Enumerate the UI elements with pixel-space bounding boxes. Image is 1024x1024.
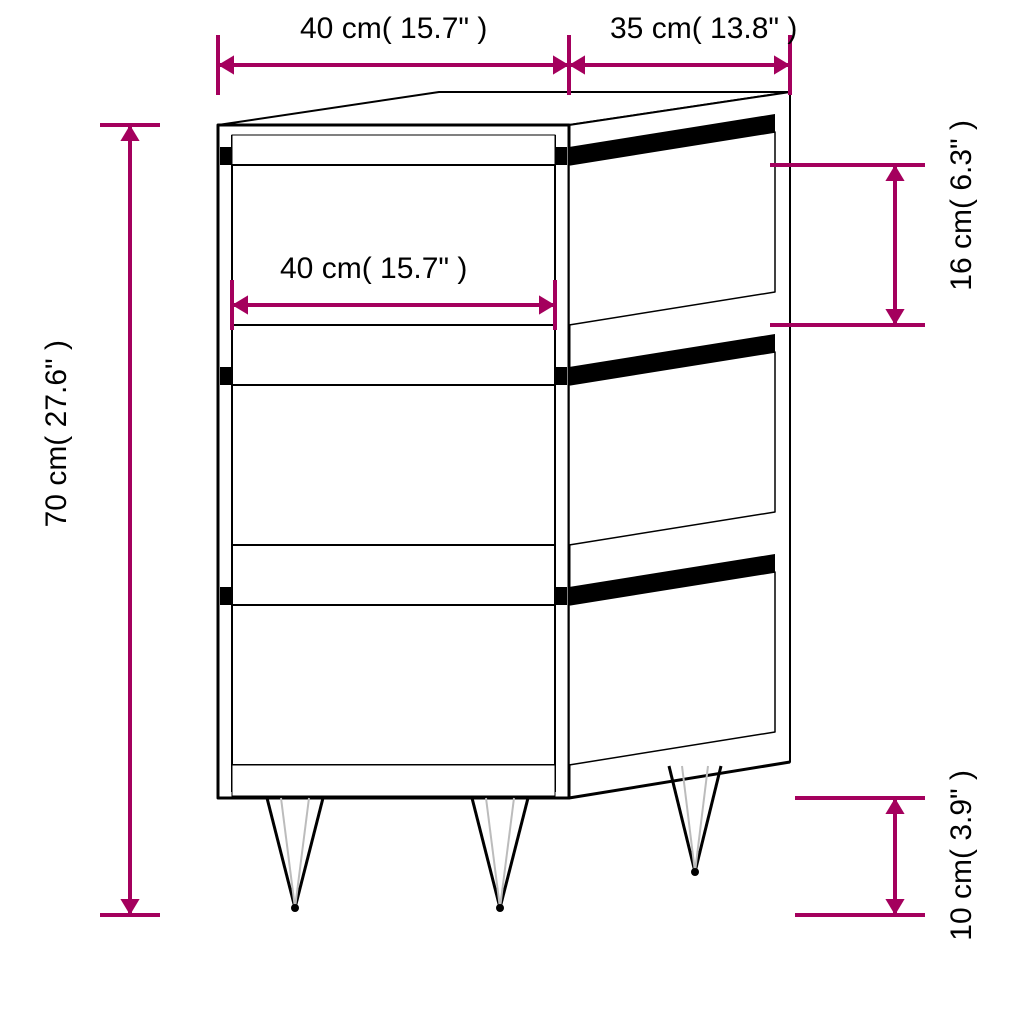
- label-height: 70 cm( 27.6" ): [40, 340, 74, 527]
- label-leg-height: 10 cm( 3.9" ): [945, 770, 979, 941]
- label-drawer-width: 40 cm( 15.7" ): [280, 252, 467, 286]
- label-width: 40 cm( 15.7" ): [300, 12, 487, 46]
- label-drawer-height: 16 cm( 6.3" ): [945, 120, 979, 291]
- diagram-svg: [0, 0, 1024, 1024]
- label-depth: 35 cm( 13.8" ): [610, 12, 797, 46]
- diagram-stage: 40 cm( 15.7" ) 35 cm( 13.8" ) 70 cm( 27.…: [0, 0, 1024, 1024]
